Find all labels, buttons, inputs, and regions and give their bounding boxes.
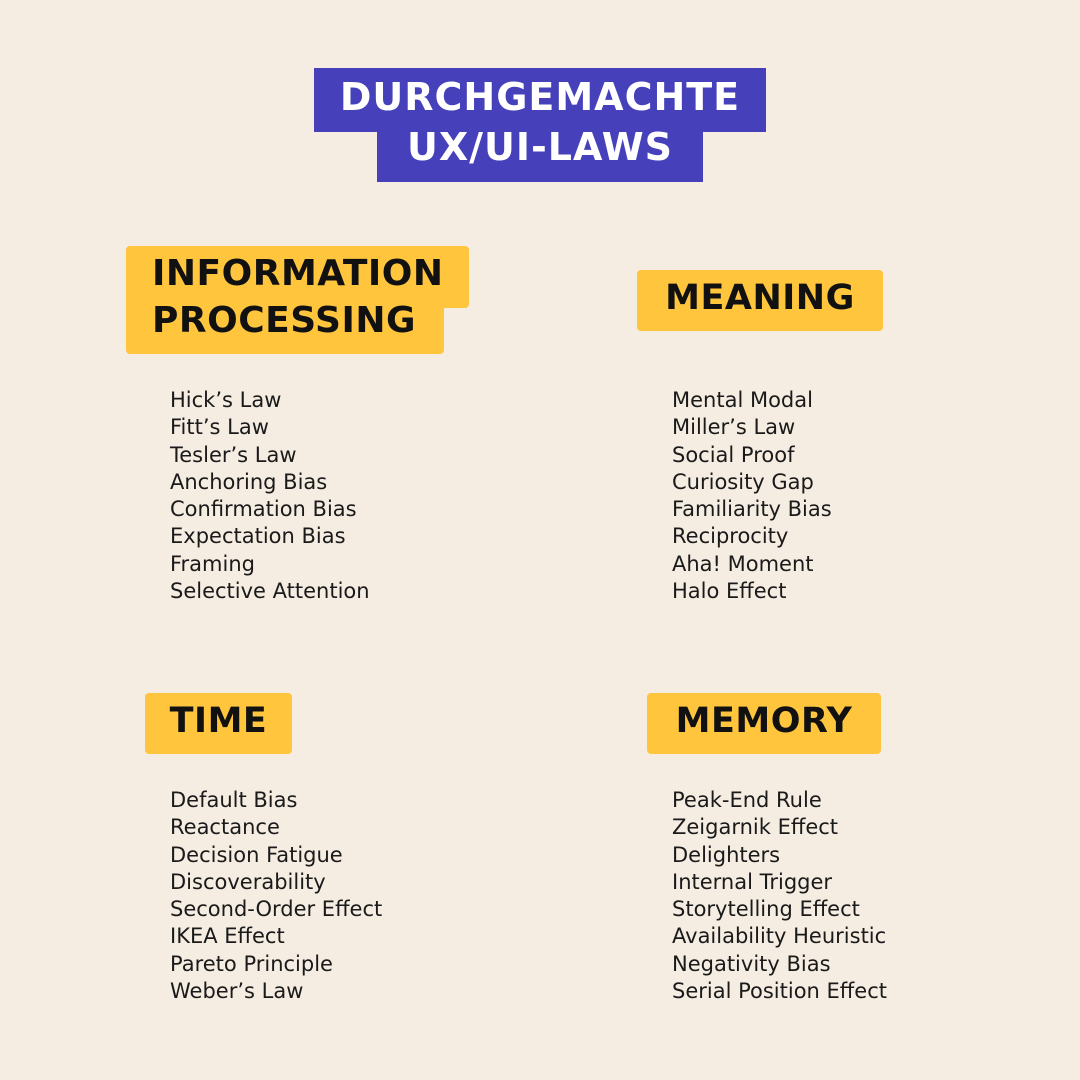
title-line-1: DURCHGEMACHTE xyxy=(314,68,766,132)
information-processing-heading-line-2: PROCESSING xyxy=(126,292,444,354)
law-item: Reactance xyxy=(170,815,280,840)
law-item: Storytelling Effect xyxy=(672,897,860,922)
law-item: Social Proof xyxy=(672,442,795,467)
law-item: Pareto Principle xyxy=(170,951,333,976)
title-block: DURCHGEMACHTE UX/UI-LAWS xyxy=(0,0,1080,200)
information-processing-list: Hick’s Law Fitt’s Law Tesler’s Law Anchorin… xyxy=(170,387,370,605)
law-item: Hick’s Law xyxy=(170,388,282,412)
time-list: Default Bias Reactance Decision Fatigue Dis… xyxy=(170,787,382,1005)
meaning-list: Mental Modal Miller’s Law Social Proof Curi… xyxy=(672,387,832,605)
meaning-heading: MEANING xyxy=(637,270,883,331)
law-item: Selective Attention xyxy=(170,579,370,604)
law-item: Zeigarnik Effect xyxy=(672,815,839,840)
law-item: Fitt’s Law xyxy=(170,415,269,440)
law-item: Reciprocity xyxy=(672,524,789,549)
law-item: Negativity Bias xyxy=(672,951,831,976)
law-item: Discoverability xyxy=(170,869,326,894)
law-item: Internal Trigger xyxy=(672,869,833,894)
law-item: Mental Modal xyxy=(672,388,813,412)
law-item: Default Bias xyxy=(170,788,298,812)
law-item: Confirmation Bias xyxy=(170,497,357,522)
law-item: Weber’s Law xyxy=(170,979,304,1004)
law-item: Decision Fatigue xyxy=(170,842,343,867)
law-item: Second-Order Effect xyxy=(170,897,383,922)
law-item: Miller’s Law xyxy=(672,415,796,440)
law-item: Aha! Moment xyxy=(672,551,814,576)
memory-heading: MEMORY xyxy=(647,693,881,754)
law-item: Availability Heuristic xyxy=(672,924,887,949)
law-item: Halo Effect xyxy=(672,579,787,604)
law-item: Framing xyxy=(170,551,255,576)
law-item: Serial Position Effect xyxy=(672,979,887,1004)
law-item: Familiarity Bias xyxy=(672,497,832,522)
law-item: IKEA Effect xyxy=(170,924,285,949)
law-item: Peak-End Rule xyxy=(672,788,822,812)
law-item: Tesler’s Law xyxy=(170,442,297,467)
law-item: Delighters xyxy=(672,842,781,867)
time-heading: TIME xyxy=(145,693,292,754)
law-item: Curiosity Gap xyxy=(672,469,814,494)
law-item: Expectation Bias xyxy=(170,524,346,549)
law-item: Anchoring Bias xyxy=(170,469,328,494)
title-line-2: UX/UI-LAWS xyxy=(377,122,703,182)
memory-list: Peak-End Rule Zeigarnik Effect Delighters I… xyxy=(672,787,887,1005)
